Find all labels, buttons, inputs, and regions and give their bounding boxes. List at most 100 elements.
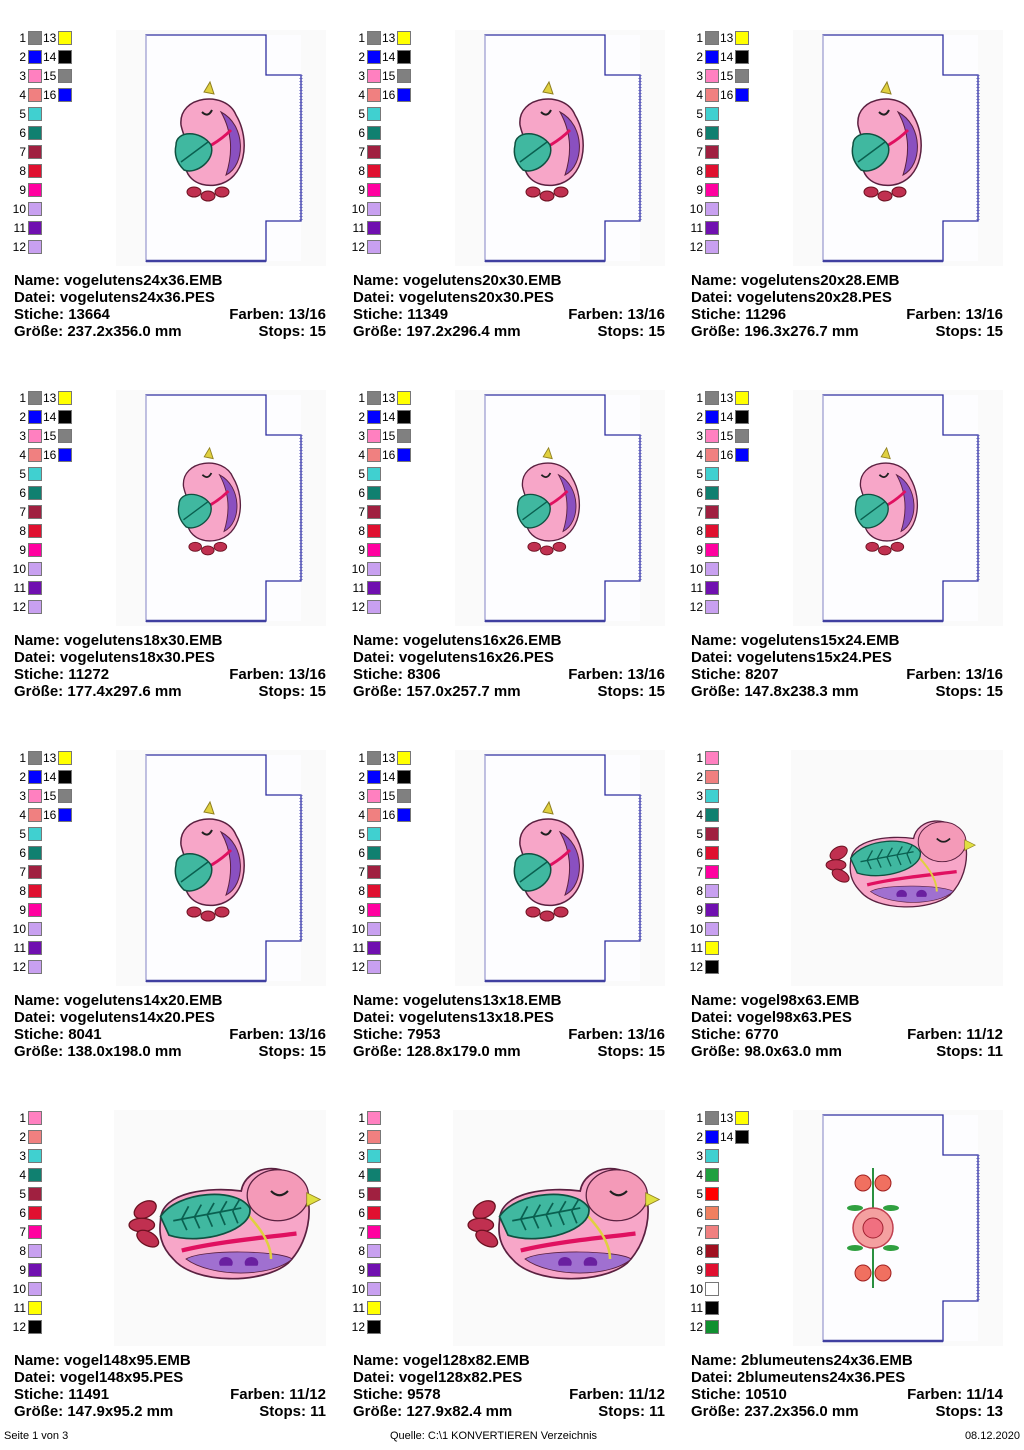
size-label: Größe: <box>353 1403 407 1420</box>
design-preview <box>453 1110 665 1348</box>
bird-motif <box>851 80 922 202</box>
color-index: 11 <box>690 1301 703 1315</box>
design-card[interactable]: 1 2 3 4 5 6 7 8 9 10 11 12 Name: vogel128x82.EMB Date… <box>351 1110 683 1450</box>
colors-label: Farben: <box>229 666 289 683</box>
color-swatch <box>735 50 749 64</box>
color-swatch <box>367 543 381 557</box>
bird-motif <box>513 80 584 202</box>
color-swatch <box>28 1263 42 1277</box>
color-swatch <box>28 88 42 102</box>
color-swatch <box>28 1130 42 1144</box>
color-swatch <box>367 808 381 822</box>
color-index: 5 <box>19 1187 26 1201</box>
color-swatch <box>705 221 719 235</box>
design-card[interactable]: 1 13 2 14 3 4 5 6 7 8 9 10 11 12 Name: 2blumeutens24x3… <box>689 1110 1021 1450</box>
color-index: 2 <box>19 770 26 784</box>
color-swatch <box>28 524 42 538</box>
design-info: Name: vogelutens13x18.EMB Datei: vogelute… <box>353 992 665 1060</box>
design-name: vogelutens18x30.EMB <box>64 632 223 649</box>
name-label: Name: <box>353 992 404 1009</box>
color-swatch <box>397 88 411 102</box>
color-swatch <box>705 1168 719 1182</box>
color-swatch <box>367 164 381 178</box>
name-label: Name: <box>353 1352 404 1369</box>
color-swatch <box>28 600 42 614</box>
design-file: vogelutens13x18.PES <box>398 1009 554 1026</box>
color-swatch <box>367 145 381 159</box>
design-size: 127.9x82.4 mm <box>406 1403 513 1420</box>
design-card[interactable]: 1 2 3 4 5 6 7 8 9 10 11 12 Name: vogel148x95.EMB Date… <box>13 1110 344 1450</box>
color-swatch <box>735 391 749 405</box>
design-card[interactable]: 1 13 2 14 3 15 4 16 5 6 7 8 9 10 11 12 Name: vogelutens1… <box>13 750 344 1090</box>
color-index: 13 <box>382 751 396 765</box>
color-index: 8 <box>358 164 365 178</box>
color-index: 9 <box>19 183 26 197</box>
design-name: vogelutens20x28.EMB <box>741 272 900 289</box>
color-count: 13/16 <box>627 306 665 323</box>
color-index: 2 <box>19 410 26 424</box>
design-card[interactable]: 1 13 2 14 3 15 4 16 5 6 7 8 9 10 11 12 Name: vogelutens1… <box>13 390 344 730</box>
color-count: 13/16 <box>288 666 326 683</box>
info-line: Name: vogelutens16x26.EMB <box>353 632 665 649</box>
file-label: Datei: <box>14 1369 60 1386</box>
color-index: 12 <box>689 1320 703 1334</box>
design-name: vogel128x82.EMB <box>403 1352 530 1369</box>
design-card[interactable]: 1 13 2 14 3 15 4 16 5 6 7 8 9 10 11 12 Name: vogelutens2… <box>689 30 1021 370</box>
info-line: Stiche: 11296 Farben: 13/16 <box>691 306 1003 323</box>
color-index: 12 <box>689 240 703 254</box>
color-swatch <box>735 69 749 83</box>
color-index: 4 <box>696 88 703 102</box>
color-swatch <box>367 1282 381 1296</box>
design-info: Name: vogelutens14x20.EMB Datei: vogelute… <box>14 992 326 1060</box>
size-label: Größe: <box>691 683 745 700</box>
color-index: 9 <box>696 183 703 197</box>
color-swatch <box>367 31 381 45</box>
info-line: Name: 2blumeutens24x36.EMB <box>691 1352 1003 1369</box>
color-swatch <box>705 1225 719 1239</box>
size-label: Größe: <box>353 323 407 340</box>
design-card[interactable]: 1 13 2 14 3 15 4 16 5 6 7 8 9 10 11 12 Name: vogelutens2… <box>13 30 344 370</box>
color-swatch <box>367 126 381 140</box>
file-label: Datei: <box>691 289 737 306</box>
color-index: 5 <box>358 467 365 481</box>
color-index: 8 <box>696 884 703 898</box>
color-swatch <box>28 1225 42 1239</box>
info-line: Stiche: 10510 Farben: 11/14 <box>691 1386 1003 1403</box>
color-index: 5 <box>19 107 26 121</box>
color-index: 11 <box>352 581 365 595</box>
color-swatch <box>367 960 381 974</box>
color-swatch <box>397 770 411 784</box>
bird-motif <box>467 1167 661 1280</box>
colors-label: Farben: <box>568 666 628 683</box>
info-line: Name: vogel148x95.EMB <box>14 1352 326 1369</box>
color-swatch <box>28 164 42 178</box>
info-line: Datei: 2blumeutens24x36.PES <box>691 1369 1003 1386</box>
design-card[interactable]: 1 13 2 14 3 15 4 16 5 6 7 8 9 10 11 12 Name: vogelutens2… <box>352 30 683 370</box>
color-index: 12 <box>351 1320 365 1334</box>
color-index: 5 <box>696 827 703 841</box>
design-card[interactable]: 1 13 2 14 3 15 4 16 5 6 7 8 9 10 11 12 Name: vogelutens1… <box>352 390 683 730</box>
color-swatch <box>705 88 719 102</box>
color-swatch <box>705 429 719 443</box>
color-swatch <box>705 31 719 45</box>
file-label: Datei: <box>691 649 737 666</box>
color-swatch <box>367 581 381 595</box>
color-index: 14 <box>43 770 57 784</box>
preview-canvas <box>114 1110 326 1346</box>
design-card[interactable]: 1 2 3 4 5 6 7 8 9 10 11 12 Name: vogel98x63.EMB Datei… <box>690 750 1021 1090</box>
color-index: 4 <box>19 88 26 102</box>
color-swatch <box>705 50 719 64</box>
color-swatch <box>367 1130 381 1144</box>
design-card[interactable]: 1 13 2 14 3 15 4 16 5 6 7 8 9 10 11 12 Name: vogelutens1… <box>690 390 1021 730</box>
color-index: 15 <box>382 429 396 443</box>
color-index: 14 <box>382 50 396 64</box>
design-card[interactable]: 1 13 2 14 3 15 4 16 5 6 7 8 9 10 11 12 Name: vogelutens1… <box>352 750 683 1090</box>
design-name: 2blumeutens24x36.EMB <box>741 1352 913 1369</box>
color-index: 11 <box>352 1301 365 1315</box>
color-swatch <box>28 240 42 254</box>
info-line: Stiche: 11349 Farben: 13/16 <box>353 306 665 323</box>
color-swatch <box>58 789 72 803</box>
color-swatch <box>28 922 42 936</box>
color-swatch <box>28 183 42 197</box>
color-swatch <box>705 960 719 974</box>
